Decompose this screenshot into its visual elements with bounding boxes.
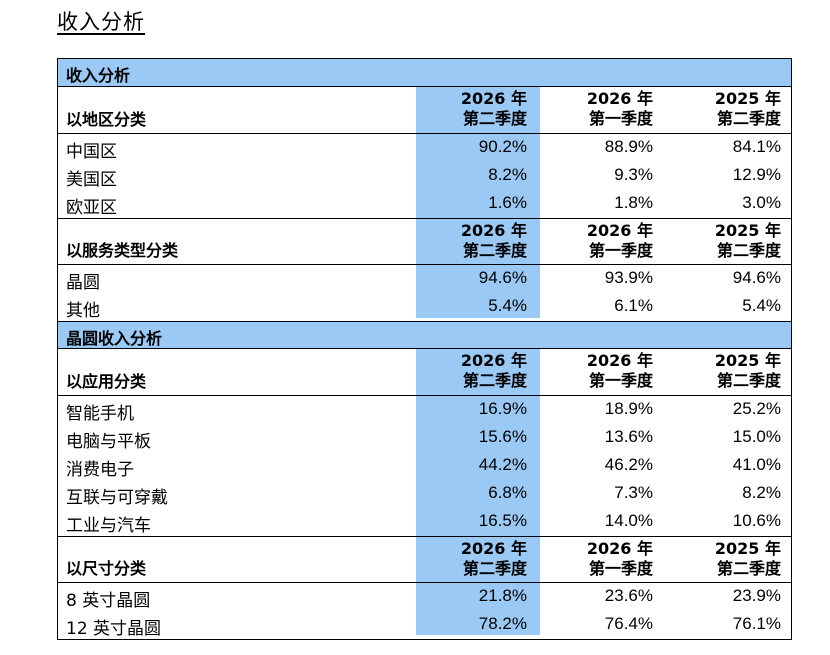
- row-label: 电脑与平板: [66, 432, 151, 452]
- column-header: 2025 年第二季度: [714, 351, 781, 390]
- column-header: 2026 年第一季度: [586, 89, 653, 128]
- table-row: 其他 5.4% 6.1% 5.4%: [58, 293, 791, 321]
- row-value: 18.9%: [604, 399, 653, 418]
- table-row: 欧亚区 1.6% 1.8% 3.0%: [58, 190, 791, 218]
- column-header: 2026 年第一季度: [586, 221, 653, 260]
- row-value: 94.6%: [478, 268, 527, 287]
- table-row: 电脑与平板 15.6% 13.6% 15.0%: [58, 424, 791, 452]
- row-value: 13.6%: [604, 427, 653, 446]
- row-value: 16.9%: [478, 399, 527, 418]
- row-label: 12 英寸晶圆: [66, 619, 162, 639]
- group-title: 以地区分类: [66, 110, 147, 129]
- row-label: 8 英寸晶圆: [66, 591, 151, 611]
- table-row: 工业与汽车 16.5% 14.0% 10.6%: [58, 508, 791, 536]
- row-value: 8.2%: [742, 483, 781, 502]
- row-value: 3.0%: [742, 193, 781, 212]
- row-value: 5.4%: [742, 296, 781, 315]
- column-header: 2026 年第二季度: [460, 221, 527, 260]
- row-value: 14.0%: [604, 511, 653, 530]
- row-value: 1.6%: [488, 193, 527, 212]
- row-label: 工业与汽车: [66, 516, 151, 536]
- row-value: 76.1%: [732, 614, 781, 633]
- row-label: 消费电子: [66, 460, 134, 480]
- row-value: 8.2%: [488, 165, 527, 184]
- column-header: 2026 年第一季度: [586, 539, 653, 578]
- row-value: 16.5%: [478, 511, 527, 530]
- row-value: 9.3%: [614, 165, 653, 184]
- section-title: 晶圆收入分析: [66, 329, 163, 348]
- row-value: 41.0%: [732, 455, 781, 474]
- group-header-region: 以地区分类 2026 年第二季度 2026 年第一季度 2025 年第二季度: [58, 87, 791, 134]
- row-value: 90.2%: [478, 137, 527, 156]
- column-header: 2026 年第一季度: [586, 351, 653, 390]
- row-label: 智能手机: [66, 404, 134, 424]
- group-title: 以应用分类: [66, 372, 147, 391]
- group-title: 以服务类型分类: [66, 241, 179, 260]
- row-value: 84.1%: [732, 137, 781, 156]
- table-row: 互联与可穿戴 6.8% 7.3% 8.2%: [58, 480, 791, 508]
- column-header: 2026 年第二季度: [460, 351, 527, 390]
- table-row: 12 英寸晶圆 78.2% 76.4% 76.1%: [58, 611, 791, 639]
- row-label: 中国区: [66, 142, 117, 162]
- row-value: 15.6%: [478, 427, 527, 446]
- row-value: 15.0%: [732, 427, 781, 446]
- row-label: 欧亚区: [66, 198, 117, 218]
- row-value: 6.1%: [614, 296, 653, 315]
- row-label: 晶圆: [66, 273, 100, 293]
- row-value: 10.6%: [732, 511, 781, 530]
- row-value: 76.4%: [604, 614, 653, 633]
- table-row: 美国区 8.2% 9.3% 12.9%: [58, 162, 791, 190]
- table-row: 消费电子 44.2% 46.2% 41.0%: [58, 452, 791, 480]
- section-title: 收入分析: [66, 66, 131, 85]
- column-header: 2025 年第二季度: [714, 221, 781, 260]
- row-value: 7.3%: [614, 483, 653, 502]
- row-value: 78.2%: [478, 614, 527, 633]
- row-value: 5.4%: [488, 296, 527, 315]
- row-label: 美国区: [66, 170, 117, 190]
- row-value: 44.2%: [478, 455, 527, 474]
- row-value: 88.9%: [604, 137, 653, 156]
- group-header-size: 以尺寸分类 2026 年第二季度 2026 年第一季度 2025 年第二季度: [58, 536, 791, 583]
- row-value: 93.9%: [604, 268, 653, 287]
- column-header: 2026 年第二季度: [460, 89, 527, 128]
- row-value: 1.8%: [614, 193, 653, 212]
- row-value: 23.9%: [732, 586, 781, 605]
- group-title: 以尺寸分类: [66, 559, 147, 578]
- row-value: 94.6%: [732, 268, 781, 287]
- table-row: 中国区 90.2% 88.9% 84.1%: [58, 134, 791, 162]
- group-header-service: 以服务类型分类 2026 年第二季度 2026 年第一季度 2025 年第二季度: [58, 218, 791, 265]
- table-row: 8 英寸晶圆 21.8% 23.6% 23.9%: [58, 583, 791, 611]
- section-header-revenue: 收入分析: [58, 59, 791, 87]
- row-value: 21.8%: [478, 586, 527, 605]
- row-value: 25.2%: [732, 399, 781, 418]
- column-header: 2025 年第二季度: [714, 539, 781, 578]
- highlight-column-band: [416, 87, 540, 318]
- column-header: 2025 年第二季度: [714, 89, 781, 128]
- row-value: 23.6%: [604, 586, 653, 605]
- row-label: 互联与可穿戴: [66, 488, 168, 508]
- page-title: 收入分析: [57, 10, 145, 34]
- table-row: 智能手机 16.9% 18.9% 25.2%: [58, 396, 791, 424]
- row-label: 其他: [66, 301, 100, 321]
- table-row: 晶圆 94.6% 93.9% 94.6%: [58, 265, 791, 293]
- revenue-table: 收入分析 以地区分类 2026 年第二季度 2026 年第一季度 2025 年第…: [57, 58, 792, 640]
- column-header: 2026 年第二季度: [460, 539, 527, 578]
- row-value: 6.8%: [488, 483, 527, 502]
- section-header-wafer-revenue: 晶圆收入分析: [58, 321, 791, 349]
- group-header-application: 以应用分类 2026 年第二季度 2026 年第一季度 2025 年第二季度: [58, 349, 791, 396]
- row-value: 12.9%: [732, 165, 781, 184]
- row-value: 46.2%: [604, 455, 653, 474]
